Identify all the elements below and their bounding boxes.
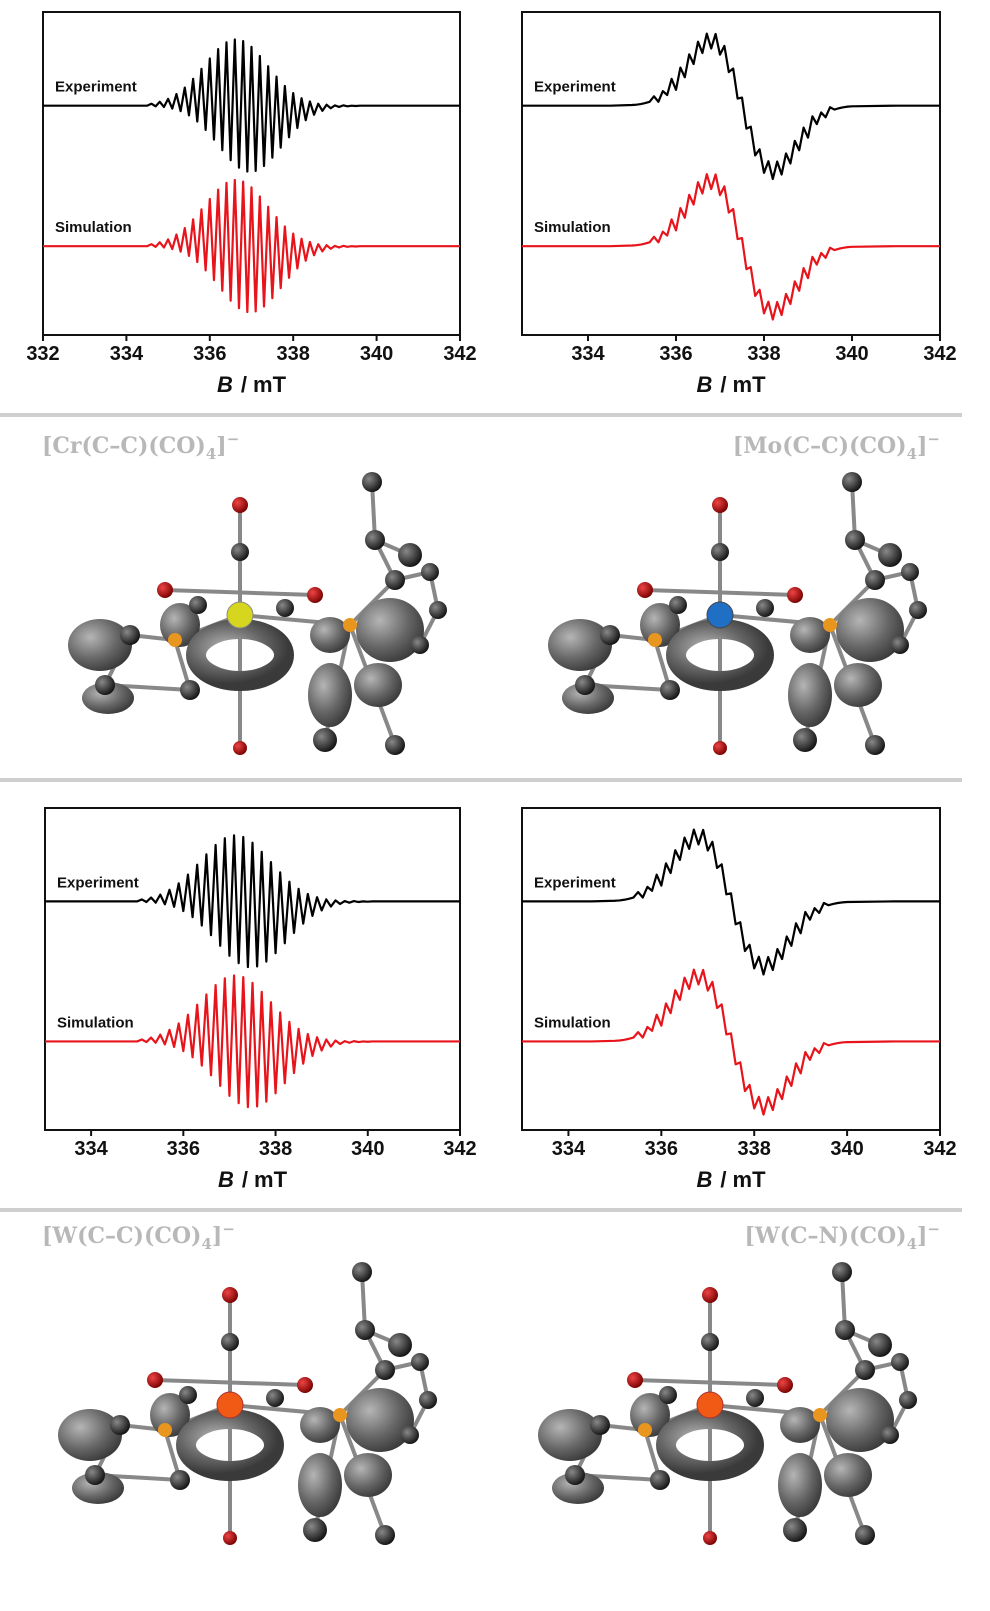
series-label: Simulation xyxy=(55,219,132,236)
x-tick-label: 338 xyxy=(259,1138,292,1160)
metal-atom xyxy=(216,1391,244,1419)
molecule xyxy=(538,1262,917,1545)
epr-chart: 334 336 338 340 342 B / mT Experiment Simulation xyxy=(44,807,477,1192)
separators xyxy=(0,413,962,1212)
x-axis-label: B / mT xyxy=(217,372,287,397)
formula-close: ] xyxy=(917,1223,927,1249)
spectrum-line xyxy=(43,38,460,173)
series-label: Experiment xyxy=(55,79,137,96)
x-tick-label: 340 xyxy=(835,343,868,365)
molecule xyxy=(68,472,447,755)
x-tick-label: 340 xyxy=(360,343,393,365)
molecule xyxy=(548,472,927,755)
x-axis-symbol: B xyxy=(696,372,712,397)
structure-label: [Cr(C–C)(CO)4]− xyxy=(42,430,239,463)
formula: [Mo(C–C)(CO) xyxy=(733,433,907,459)
spectrum-line xyxy=(522,173,940,321)
series-label: Simulation xyxy=(57,1014,134,1031)
x-axis-label: B / mT xyxy=(218,1167,288,1192)
x-tick-label: 342 xyxy=(443,1138,476,1160)
x-tick-label: 338 xyxy=(277,343,310,365)
series-label: Simulation xyxy=(534,1014,611,1031)
spectrum-line xyxy=(43,178,460,314)
plot-frame xyxy=(44,807,461,1131)
x-tick-label: 342 xyxy=(923,1138,956,1160)
spectrum-line xyxy=(522,32,940,181)
superscript: − xyxy=(222,1220,235,1238)
superscript: − xyxy=(927,1220,940,1238)
x-tick-label: 336 xyxy=(645,1138,678,1160)
x-tick-label: 332 xyxy=(26,343,59,365)
x-axis-unit: / mT xyxy=(720,372,766,397)
spectrum-line xyxy=(45,974,460,1109)
molecule xyxy=(58,1262,437,1545)
series-label: Experiment xyxy=(57,874,139,891)
spectrum-line xyxy=(522,968,940,1116)
x-tick-label: 334 xyxy=(110,343,144,365)
subscript: 4 xyxy=(206,445,216,463)
x-tick-label: 342 xyxy=(443,343,476,365)
x-tick-label: 342 xyxy=(923,343,956,365)
x-axis-unit: / mT xyxy=(241,372,287,397)
epr-chart: 334 336 338 340 342 B / mT Experiment Simulation xyxy=(521,807,957,1192)
metal-atom xyxy=(706,601,734,629)
series-label: Experiment xyxy=(534,874,616,891)
x-tick-label: 334 xyxy=(74,1138,108,1160)
x-tick-label: 334 xyxy=(552,1138,586,1160)
superscript: − xyxy=(927,430,940,448)
formula-close: ] xyxy=(212,1223,222,1249)
superscript: − xyxy=(227,430,240,448)
x-tick-label: 338 xyxy=(738,1138,771,1160)
series-label: Experiment xyxy=(534,79,616,96)
x-axis-symbol: B xyxy=(218,1167,234,1192)
spectrum-line xyxy=(45,834,460,969)
x-tick-label: 338 xyxy=(747,343,780,365)
epr-chart: 332 334 336 338 340 342 B / mT Experiment Simulat… xyxy=(26,11,477,397)
metal-atom xyxy=(226,601,254,629)
x-axis-symbol: B xyxy=(217,372,233,397)
structure-label: [Mo(C–C)(CO)4]− xyxy=(733,430,940,463)
plot-frame xyxy=(42,11,461,336)
epr-chart: 334 336 338 340 342 B / mT Experiment Simulation xyxy=(521,11,957,397)
formula: [W(C–C)(CO) xyxy=(42,1223,201,1249)
formula: [W(C–N)(CO) xyxy=(745,1223,907,1249)
structure-label: [W(C–N)(CO)4]− xyxy=(745,1220,940,1253)
plot-frame xyxy=(521,11,941,336)
x-axis-symbol: B xyxy=(696,1167,712,1192)
formula-close: ] xyxy=(917,433,927,459)
series-label: Simulation xyxy=(534,219,611,236)
x-tick-label: 334 xyxy=(571,343,605,365)
x-tick-label: 336 xyxy=(193,343,226,365)
x-tick-label: 340 xyxy=(351,1138,384,1160)
subscript: 4 xyxy=(201,1235,211,1253)
x-tick-label: 336 xyxy=(659,343,692,365)
x-axis-label: B / mT xyxy=(696,372,766,397)
formula: [Cr(C–C)(CO) xyxy=(42,433,206,459)
x-axis-unit: / mT xyxy=(242,1167,288,1192)
x-axis-unit: / mT xyxy=(720,1167,766,1192)
x-tick-label: 340 xyxy=(830,1138,863,1160)
subscript: 4 xyxy=(907,445,917,463)
x-tick-label: 336 xyxy=(167,1138,200,1160)
structure-label: [W(C–C)(CO)4]− xyxy=(42,1220,235,1253)
plot-frame xyxy=(521,807,941,1131)
subscript: 4 xyxy=(907,1235,917,1253)
metal-atom xyxy=(696,1391,724,1419)
x-axis-label: B / mT xyxy=(696,1167,766,1192)
spectrum-line xyxy=(522,828,940,976)
formula-close: ] xyxy=(216,433,226,459)
